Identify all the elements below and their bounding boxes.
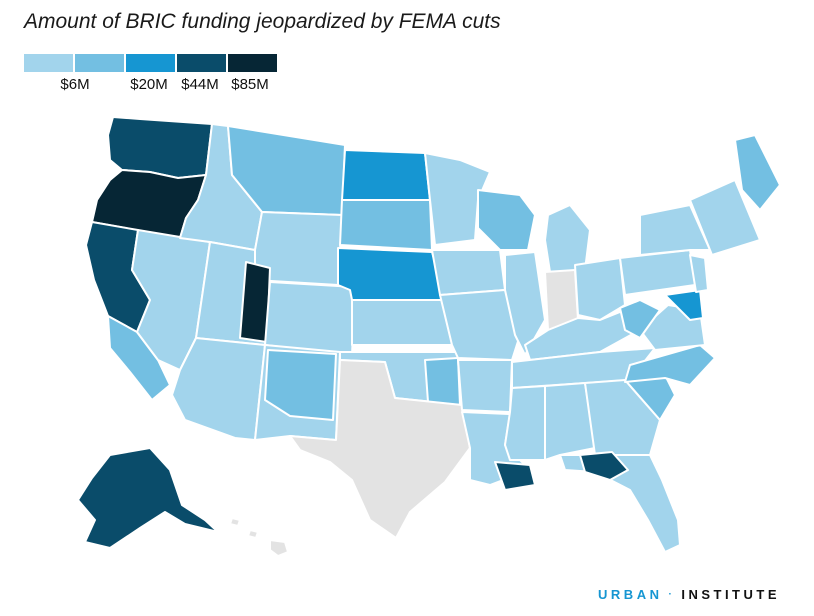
region-kansas[interactable]	[351, 299, 453, 346]
legend: $6M $20M $44M $85M	[24, 54, 278, 102]
region-nebraska[interactable]	[337, 247, 446, 301]
region-new-england[interactable]	[689, 179, 761, 256]
region-new-mexico-east[interactable]	[264, 349, 337, 421]
legend-swatch-2	[75, 54, 124, 72]
region-florida-panhandle[interactable]	[579, 451, 629, 481]
region-hawaii[interactable]	[229, 517, 289, 557]
region-alaska[interactable]	[77, 447, 219, 549]
legend-color-bar	[24, 54, 278, 72]
region-louisiana-coast[interactable]	[494, 461, 536, 491]
region-iowa[interactable]	[431, 249, 506, 296]
region-west-virginia[interactable]	[619, 299, 661, 339]
legend-label-6m: $6M	[60, 76, 90, 93]
legend-swatch-3	[126, 54, 175, 72]
region-pennsylvania[interactable]	[619, 249, 696, 296]
region-wyoming[interactable]	[254, 211, 343, 286]
map-title: Amount of BRIC funding jeopardized by FE…	[24, 10, 501, 33]
region-ohio[interactable]	[574, 257, 626, 321]
brand-separator: ·	[668, 589, 676, 600]
region-maine[interactable]	[734, 134, 781, 211]
legend-swatch-4	[177, 54, 226, 72]
region-washington[interactable]	[107, 116, 213, 179]
legend-label-20m: $20M	[130, 76, 168, 93]
region-new-york[interactable]	[639, 204, 711, 256]
legend-swatch-5	[228, 54, 277, 72]
legend-label-44m: $44M	[181, 76, 219, 93]
region-alabama[interactable]	[544, 382, 596, 461]
legend-label-85m: $85M	[231, 76, 269, 93]
region-colorado[interactable]	[264, 281, 356, 356]
region-oklahoma-east[interactable]	[424, 357, 461, 406]
region-maryland[interactable]	[664, 289, 704, 321]
region-south-dakota[interactable]	[339, 199, 433, 251]
brand-institute: INSTITUTE	[681, 587, 780, 602]
region-minnesota[interactable]	[424, 152, 491, 246]
region-illinois[interactable]	[504, 251, 546, 356]
region-wisconsin[interactable]	[477, 189, 536, 251]
legend-swatch-1	[24, 54, 73, 72]
region-texas[interactable]	[289, 359, 471, 539]
region-new-jersey[interactable]	[689, 254, 709, 293]
urban-institute-logo: URBAN · INSTITUTE	[598, 587, 780, 602]
region-michigan[interactable]	[544, 204, 591, 273]
brand-urban: URBAN	[598, 587, 663, 602]
region-mississippi[interactable]	[504, 385, 546, 461]
region-north-dakota[interactable]	[341, 149, 431, 201]
region-arkansas[interactable]	[457, 359, 513, 413]
